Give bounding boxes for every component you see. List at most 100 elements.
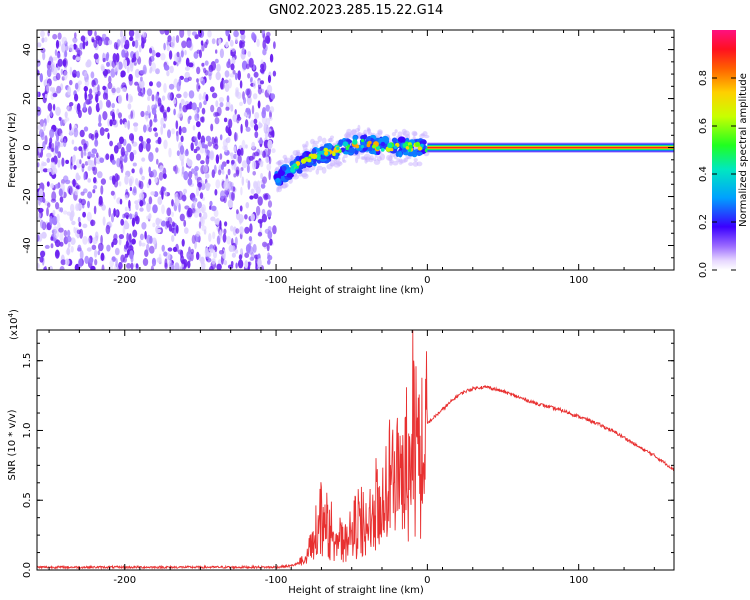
noise-blob <box>261 88 264 94</box>
noise-blob <box>98 100 103 110</box>
noise-blob <box>231 252 236 258</box>
noise-blob <box>111 102 115 109</box>
noise-blob <box>88 133 93 139</box>
noise-blob <box>210 61 217 71</box>
track-halo <box>302 143 307 148</box>
noise-blob <box>47 60 52 66</box>
noise-blob <box>186 209 191 218</box>
noise-blob <box>90 265 96 270</box>
noise-blob <box>146 88 153 97</box>
noise-blob <box>94 139 99 147</box>
noise-blob <box>253 193 259 200</box>
noise-blob <box>79 129 85 138</box>
noise-blob <box>199 49 202 59</box>
noise-blob <box>38 199 41 206</box>
noise-blob <box>155 147 159 153</box>
noise-blob <box>176 51 180 58</box>
noise-blob <box>87 237 91 245</box>
noise-blob <box>68 44 74 52</box>
noise-blob <box>127 93 133 104</box>
noise-blob <box>136 33 142 38</box>
noise-blob <box>218 250 225 255</box>
noise-blob <box>74 82 79 90</box>
noise-blob <box>151 107 157 115</box>
noise-blob <box>112 111 115 122</box>
noise-blob <box>181 263 185 268</box>
noise-blob <box>267 74 272 84</box>
noise-blob <box>61 157 65 167</box>
noise-blob <box>201 142 205 149</box>
noise-blob <box>171 128 176 135</box>
noise-blob <box>215 100 219 108</box>
noise-blob <box>239 226 244 235</box>
noise-blob <box>241 47 246 55</box>
noise-blob <box>80 198 87 206</box>
noise-blob <box>128 233 132 243</box>
noise-blob <box>131 57 135 63</box>
noise-blob <box>191 234 196 244</box>
noise-blob <box>112 53 117 63</box>
noise-blob <box>260 63 265 70</box>
noise-blob <box>205 94 209 102</box>
noise-blob <box>59 207 64 213</box>
noise-blob <box>46 67 52 78</box>
noise-blob <box>177 249 183 255</box>
noise-blob <box>250 188 255 195</box>
track-core <box>290 167 296 173</box>
noise-blob <box>162 173 167 180</box>
noise-blob <box>52 92 58 98</box>
noise-blob <box>59 196 64 203</box>
noise-blob <box>42 162 47 167</box>
noise-blob <box>66 235 72 243</box>
noise-blob <box>153 118 158 123</box>
noise-blob <box>238 214 244 224</box>
noise-blob <box>155 68 160 75</box>
noise-blob <box>254 112 260 119</box>
snr-series-line <box>37 330 674 570</box>
noise-blob <box>73 146 78 151</box>
noise-blob <box>98 200 104 207</box>
noise-blob <box>272 70 277 77</box>
noise-blob <box>174 196 180 207</box>
noise-blob <box>231 245 236 253</box>
noise-blob <box>211 258 216 265</box>
snr-xlabel: Height of straight line (km) <box>288 585 424 596</box>
noise-blob <box>60 133 64 142</box>
noise-blob <box>66 247 71 256</box>
x-tick-label: 100 <box>569 575 588 586</box>
noise-blob <box>245 178 249 183</box>
track-halo <box>330 135 334 140</box>
track-blob <box>296 169 303 174</box>
noise-blob <box>175 224 179 234</box>
noise-blob <box>64 111 68 119</box>
noise-blob <box>122 226 126 235</box>
noise-blob <box>91 148 98 154</box>
noise-blob <box>251 32 256 40</box>
noise-blob <box>52 56 58 61</box>
noise-blob <box>111 85 116 96</box>
track-core <box>323 147 329 153</box>
noise-blob <box>161 244 165 252</box>
noise-blob <box>225 106 230 111</box>
noise-blob <box>66 229 71 237</box>
track-halo <box>355 156 359 164</box>
noise-blob <box>86 247 92 252</box>
noise-blob <box>188 115 192 121</box>
noise-blob <box>193 136 198 142</box>
noise-blob <box>236 209 239 215</box>
noise-blob <box>213 111 219 118</box>
track-core <box>380 148 385 152</box>
noise-blob <box>243 97 247 105</box>
track-blob <box>407 151 415 157</box>
noise-blob <box>259 67 265 74</box>
chart-title: GN02.2023.285.15.22.G14 <box>269 3 444 18</box>
noise-blob <box>267 259 271 265</box>
noise-blob <box>50 198 57 203</box>
noise-blob <box>105 153 110 160</box>
noise-blob <box>216 235 221 245</box>
track-halo <box>379 153 386 161</box>
noise-blob <box>249 195 254 200</box>
noise-blob <box>87 200 90 209</box>
noise-blob <box>149 119 153 128</box>
noise-blob <box>107 82 113 90</box>
